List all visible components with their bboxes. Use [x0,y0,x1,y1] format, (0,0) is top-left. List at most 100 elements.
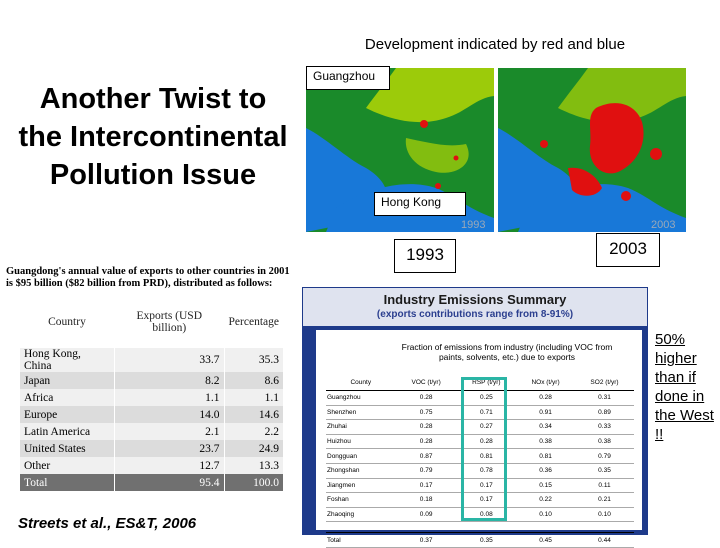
header-voc: VOC (t/yr) [395,374,457,391]
header-country: Country [20,296,115,348]
cell-county: Jiangmen [326,478,396,494]
emissions-panel-header: Industry Emissions Summary (exports cont… [303,288,647,326]
cell-voc: 0.18 [395,492,457,508]
cell-exports: 2.1 [114,423,225,440]
cell-rsp: 0.35 [456,532,517,548]
cell-percentage: 13.3 [224,457,285,474]
cell-exports: 23.7 [114,440,225,457]
table-row: United States 23.7 24.9 [20,440,285,457]
cell-nox: 0.22 [516,492,576,508]
cell-nox: 0.45 [516,532,576,548]
cell-voc: 0.28 [395,390,457,406]
cell-country: Hong Kong, China [20,348,115,372]
cell-exports: 14.0 [114,406,225,423]
cell-voc: 0.37 [395,532,457,548]
map-2003: 2003 [498,68,686,232]
exports-table-title: Guangdong's annual value of exports to o… [6,266,290,289]
cell-rsp: 0.71 [456,405,517,421]
cell-county: Total [326,532,396,548]
cell-county: Zhongshan [326,463,396,479]
cell-rsp: 0.78 [456,463,517,479]
rsp-column-highlight [461,377,507,521]
cell-so2: 0.38 [575,434,634,450]
cell-nox: 0.81 [516,448,576,464]
cell-so2: 0.11 [575,478,634,494]
header-nox: NOx (t/yr) [516,374,576,391]
comparison-note: 50% higher than if done in the West !! [655,331,714,443]
cell-county: Guangzhou [326,390,396,406]
cell-nox: 0.10 [516,507,576,523]
cell-so2: 0.31 [575,390,634,406]
label-hong-kong: Hong Kong [374,192,466,216]
cell-county: Foshan [326,492,396,508]
cell-percentage: 35.3 [224,348,285,372]
cell-rsp: 0.27 [456,419,517,435]
table-row: Huizhou 0.28 0.28 0.38 0.38 [326,434,634,450]
table-row: Other 12.7 13.3 [20,457,285,474]
satellite-maps: 1993 2003 [306,68,686,232]
emissions-table: County VOC (t/yr) RSP (t/yr) NOx (t/yr) … [326,374,634,548]
table-row: Dongguan 0.87 0.81 0.81 0.79 [326,448,634,464]
table-row: Europe 14.0 14.6 [20,406,285,423]
map-2003-year: 2003 [651,219,675,231]
year-1993-box: 1993 [394,239,456,273]
cell-voc: 0.09 [395,507,457,523]
cell-rsp: 0.17 [456,492,517,508]
table-row: Africa 1.1 1.1 [20,389,285,406]
cell-county: Zhaoqing [326,507,396,523]
table-row: Zhuhai 0.28 0.27 0.34 0.33 [326,419,634,435]
cell-country: United States [20,440,115,457]
table-row: Hong Kong, China 33.7 35.3 [20,348,285,372]
header-so2: SO2 (t/yr) [575,374,634,391]
cell-rsp: 0.17 [456,478,517,494]
cell-nox: 0.34 [516,419,576,435]
cell-exports: 33.7 [114,348,225,372]
cell-rsp: 0.81 [456,448,517,464]
map-1993-year: 1993 [461,219,485,231]
slide-title: Another Twist to the Intercontinental Po… [18,83,288,191]
cell-voc: 0.79 [395,463,457,479]
header-county: County [326,374,396,391]
cell-exports: 12.7 [114,457,225,474]
cell-so2: 0.21 [575,492,634,508]
cell-nox: 0.91 [516,405,576,421]
cell-voc: 0.87 [395,448,457,464]
cell-country: Africa [20,389,115,406]
cell-country: Latin America [20,423,115,440]
cell-county: Dongguan [326,448,396,464]
table-total-row: Total 0.37 0.35 0.45 0.44 [326,532,634,548]
table-row: Zhaoqing 0.09 0.08 0.10 0.10 [326,507,634,523]
table-header-row: Country Exports (USD billion) Percentage [20,296,285,348]
table-row: Foshan 0.18 0.17 0.22 0.21 [326,492,634,508]
fraction-title: Fraction of emissions from industry (inc… [401,342,613,362]
cell-so2: 0.10 [575,507,634,523]
cell-rsp: 0.28 [456,434,517,450]
table-header-row: County VOC (t/yr) RSP (t/yr) NOx (t/yr) … [326,374,634,391]
cell-nox: 0.15 [516,478,576,494]
emissions-panel-body: Fraction of emissions from industry (inc… [316,330,642,548]
emissions-subtitle: (exports contributions range from 8-91%) [376,309,574,320]
header-exports: Exports (USD billion) [114,296,225,348]
table-row: Latin America 2.1 2.2 [20,423,285,440]
table-spacer-row [326,521,634,534]
table-total-row: Total 95.4 100.0 [20,474,285,491]
cell-nox: 0.36 [516,463,576,479]
cell-so2: 0.89 [575,405,634,421]
cell-country: Japan [20,372,115,389]
cell-nox: 0.28 [516,390,576,406]
cell-percentage: 2.2 [224,423,285,440]
cell-exports: 8.2 [114,372,225,389]
cell-nox: 0.38 [516,434,576,450]
slide-caption: Development indicated by red and blue [364,36,626,53]
cell-country: Other [20,457,115,474]
citation: Streets et al., ES&T, 2006 [18,515,197,532]
cell-county: Zhuhai [326,419,396,435]
table-row: Japan 8.2 8.6 [20,372,285,389]
cell-county: Huizhou [326,434,396,450]
cell-rsp: 0.25 [456,390,517,406]
cell-so2: 0.35 [575,463,634,479]
emissions-title: Industry Emissions Summary [383,292,567,307]
cell-percentage: 14.6 [224,406,285,423]
cell-so2: 0.33 [575,419,634,435]
cell-exports: 1.1 [114,389,225,406]
